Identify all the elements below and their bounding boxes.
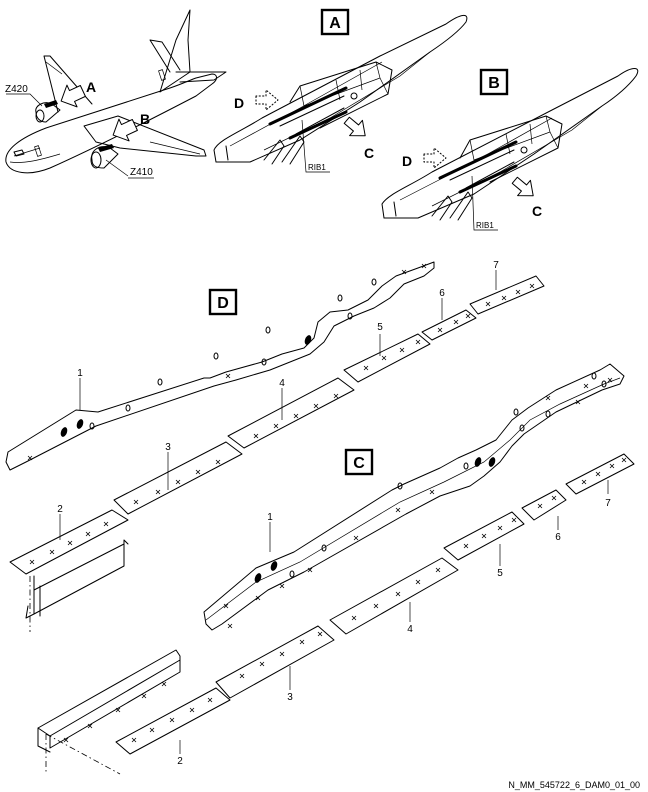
view-c-item-1: 1: [267, 512, 273, 523]
detail-a-arrow-d-label: D: [234, 95, 244, 111]
view-d-item-7: 7: [493, 260, 499, 271]
callout-a-label: A: [86, 79, 96, 95]
view-d-item-6: 6: [439, 288, 445, 299]
figure-reference: N_MM_545722_6_DAM0_01_00: [508, 780, 640, 790]
view-d-part-3: [113, 441, 243, 515]
view-d-part-5: [343, 333, 431, 383]
view-d-part-7: [469, 270, 545, 315]
view-c-part-6: [521, 489, 567, 530]
detail-b-title: B: [488, 75, 500, 92]
view-d-part-1: [5, 261, 435, 471]
view-d-part-4: [227, 377, 355, 449]
zone-lower-label: Z410: [130, 167, 153, 178]
view-c-item-5: 5: [497, 568, 503, 579]
view-d-title: D: [217, 295, 229, 312]
dashed-arrow-icon: [255, 89, 279, 111]
detail-b-arrow-d-label: D: [402, 153, 412, 169]
detail-a-title: A: [329, 15, 341, 32]
detail-b-title-box: [479, 68, 509, 96]
view-d-title-box: [208, 288, 238, 316]
view-c-part-1: [203, 363, 625, 631]
view-c-item-3: 3: [287, 692, 293, 703]
view-c-item-2: 2: [177, 756, 183, 767]
view-c-item-7: 7: [605, 498, 611, 509]
callout-b-label: B: [140, 111, 150, 127]
detail-a-wing-section: [213, 15, 468, 173]
view-c-item-4: 4: [407, 624, 413, 635]
solid-arrow-icon: [60, 84, 86, 108]
detail-a-arrow-c-label: C: [364, 145, 374, 161]
view-d-item-1: 1: [77, 368, 83, 379]
view-d-item-3: 3: [165, 442, 171, 453]
view-c-title: C: [353, 455, 365, 472]
view-d-part-6: [421, 298, 477, 341]
view-c-title-box: [344, 448, 374, 476]
detail-b-rib-label: RIB1: [476, 221, 494, 230]
detail-a-title-box: [320, 8, 350, 36]
view-c-item-6: 6: [555, 532, 561, 543]
detail-b-arrow-c-label: C: [532, 203, 542, 219]
solid-arrow-icon: [511, 176, 534, 197]
view-c-part-5: [443, 511, 525, 566]
view-c-part-7: [565, 453, 635, 495]
aircraft-overview: [5, 9, 227, 179]
zone-upper-label: Z420: [5, 84, 28, 95]
view-d-item-4: 4: [279, 378, 285, 389]
detail-b-wing-section: [381, 68, 639, 231]
view-d-item-5: 5: [377, 322, 383, 333]
view-d-part-2: [9, 509, 129, 632]
detail-a-rib-label: RIB1: [308, 163, 326, 172]
view-c-part-4: [329, 557, 459, 635]
view-d-item-2: 2: [57, 504, 63, 515]
view-c-part-3: [215, 625, 335, 699]
solid-arrow-icon: [112, 118, 138, 142]
dashed-arrow-icon: [423, 147, 447, 169]
solid-arrow-icon: [343, 116, 366, 137]
view-c-part-2: [37, 649, 231, 775]
